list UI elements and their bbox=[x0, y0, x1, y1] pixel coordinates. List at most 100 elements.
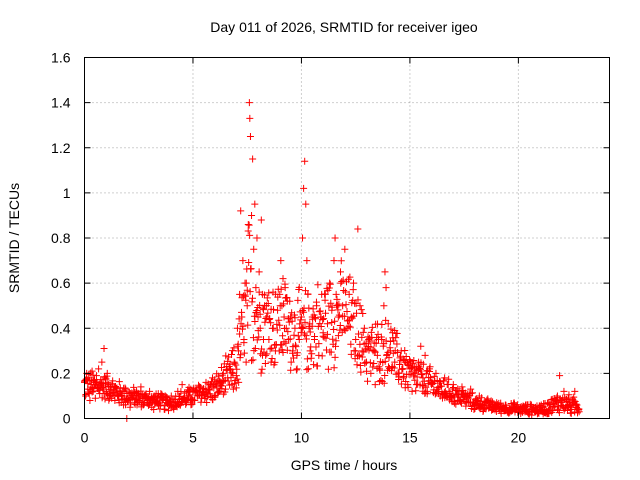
data-point-cloud bbox=[410, 356, 418, 364]
data-point-cloud bbox=[311, 332, 319, 340]
data-point-cloud bbox=[394, 369, 402, 377]
y-tick-label: 1.2 bbox=[51, 140, 71, 156]
data-point bbox=[421, 351, 429, 359]
data-point bbox=[245, 99, 253, 107]
data-point-cloud bbox=[294, 296, 302, 304]
data-point-cloud bbox=[366, 359, 374, 367]
data-point bbox=[300, 184, 308, 192]
data-point-cloud bbox=[312, 343, 320, 351]
data-point-cloud bbox=[399, 365, 407, 373]
data-point-cloud bbox=[416, 364, 424, 372]
data-point-cloud bbox=[228, 368, 236, 376]
data-point-cloud bbox=[347, 340, 355, 348]
data-point-cloud bbox=[228, 350, 235, 358]
data-point-cloud bbox=[413, 373, 421, 381]
data-point-cloud bbox=[255, 333, 263, 341]
data-point-cloud bbox=[375, 363, 383, 371]
data-point-cloud bbox=[567, 409, 575, 417]
data-point-cloud bbox=[313, 362, 321, 370]
data-point-cloud bbox=[217, 364, 225, 372]
data-point-cloud bbox=[251, 318, 259, 326]
data-point-cloud bbox=[322, 334, 330, 342]
data-point-cloud bbox=[281, 280, 289, 288]
data-point bbox=[341, 245, 349, 253]
data-point-cloud bbox=[328, 319, 336, 327]
data-point-cloud bbox=[231, 359, 239, 367]
data-point-cloud bbox=[122, 401, 130, 409]
data-point-cloud bbox=[310, 361, 318, 369]
data-point-cloud bbox=[467, 389, 475, 397]
data-point-cloud bbox=[222, 352, 230, 360]
data-point bbox=[255, 268, 263, 276]
data-point-cloud bbox=[340, 286, 348, 294]
data-point-cloud bbox=[264, 300, 272, 308]
data-point-cloud bbox=[315, 308, 323, 316]
data-point-cloud bbox=[497, 399, 505, 407]
data-point bbox=[330, 257, 338, 265]
data-point-cloud bbox=[302, 335, 310, 343]
data-point-cloud bbox=[319, 316, 327, 324]
data-point-cloud bbox=[387, 325, 395, 333]
data-point-cloud bbox=[440, 377, 448, 385]
data-point-cloud bbox=[282, 339, 290, 347]
data-point-cloud bbox=[238, 308, 246, 316]
data-point-cloud bbox=[318, 352, 326, 360]
data-point-cloud bbox=[221, 388, 229, 396]
data-point-cloud bbox=[267, 319, 275, 327]
data-point-cloud bbox=[218, 382, 226, 390]
data-point-cloud bbox=[366, 337, 374, 345]
data-point-cloud bbox=[363, 367, 371, 375]
data-point-cloud bbox=[390, 337, 398, 345]
data-point-cloud bbox=[275, 347, 283, 355]
data-point-cloud bbox=[230, 380, 238, 388]
y-axis-label: SRMTID / TECUs bbox=[6, 183, 22, 293]
data-point-cloud bbox=[242, 279, 250, 287]
data-point-cloud bbox=[377, 333, 385, 341]
data-point bbox=[237, 207, 245, 215]
data-point-cloud bbox=[298, 325, 306, 333]
data-point-cloud bbox=[545, 410, 553, 418]
data-point-cloud bbox=[330, 364, 338, 372]
data-point-cloud bbox=[290, 331, 298, 339]
data-point-cloud bbox=[303, 355, 311, 363]
data-point bbox=[352, 336, 360, 344]
data-point bbox=[356, 302, 364, 310]
data-point-cloud bbox=[137, 387, 145, 395]
data-point-cloud bbox=[210, 384, 218, 392]
data-point bbox=[253, 234, 261, 242]
data-point bbox=[360, 324, 368, 332]
data-point-cloud bbox=[326, 280, 334, 288]
data-point-cloud bbox=[342, 288, 350, 296]
data-point bbox=[336, 268, 344, 276]
data-point-cloud bbox=[374, 320, 382, 328]
data-point bbox=[265, 336, 273, 344]
data-point-cloud bbox=[409, 372, 417, 380]
data-point-cloud bbox=[195, 383, 203, 391]
data-point-cloud bbox=[294, 332, 302, 340]
data-point-cloud bbox=[264, 309, 272, 317]
data-point-cloud bbox=[392, 334, 400, 342]
data-point bbox=[295, 336, 303, 344]
data-point-cloud bbox=[565, 391, 573, 399]
data-point-cloud bbox=[233, 375, 241, 383]
data-point bbox=[91, 394, 99, 402]
data-point-cloud bbox=[130, 383, 138, 391]
data-point-cloud bbox=[358, 353, 366, 361]
data-point bbox=[408, 387, 416, 395]
data-point-cloud bbox=[257, 369, 265, 377]
data-point-cloud bbox=[364, 377, 372, 385]
data-point-cloud bbox=[320, 315, 328, 323]
data-point-cloud bbox=[334, 332, 342, 340]
data-point-cloud bbox=[268, 344, 276, 352]
data-point bbox=[244, 220, 252, 228]
data-point-cloud bbox=[321, 296, 329, 304]
data-point-cloud bbox=[275, 316, 283, 324]
data-point-cloud bbox=[269, 324, 277, 332]
data-point-cloud bbox=[308, 322, 316, 330]
data-point-cloud bbox=[419, 360, 427, 368]
y-tick-label: 1.6 bbox=[51, 50, 71, 66]
data-point-cloud bbox=[221, 376, 229, 384]
data-point-cloud bbox=[258, 365, 266, 373]
data-point-cloud bbox=[257, 350, 265, 358]
data-point-cloud bbox=[240, 349, 248, 357]
